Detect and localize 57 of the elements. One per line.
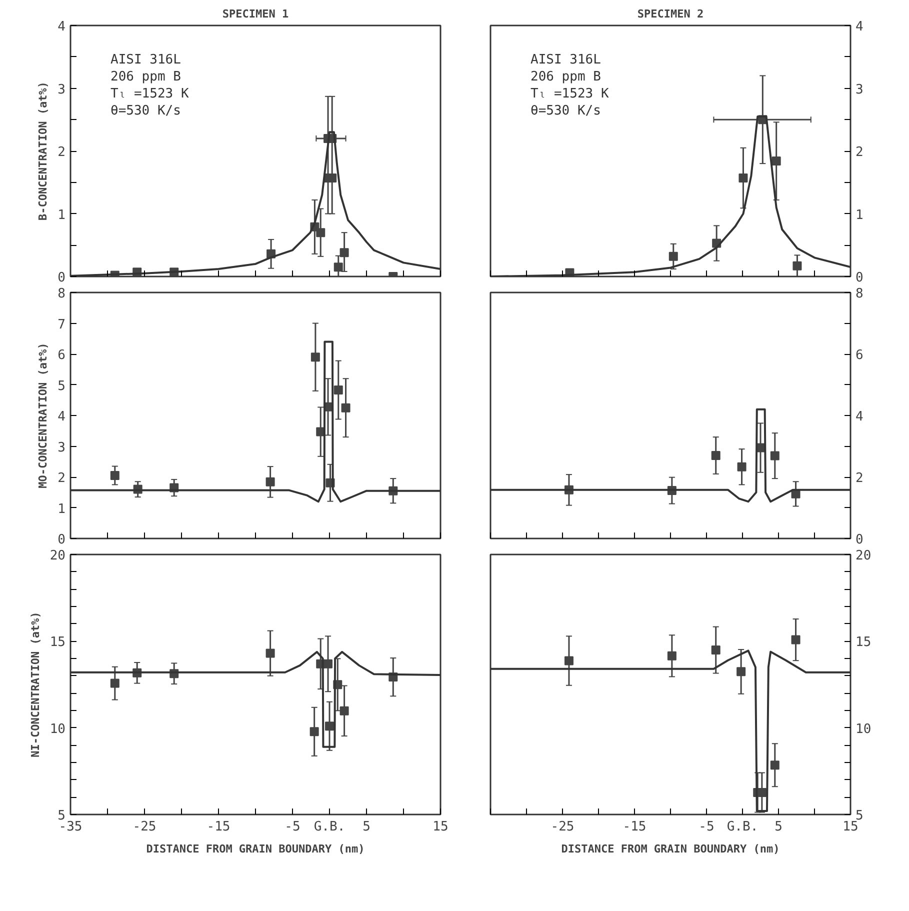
y-tick-label: 8 [856,286,864,302]
y-tick-label: 4 [58,410,66,424]
y-tick-label: 1 [856,208,864,223]
y-tick-label: 6 [856,348,864,363]
y-axis-title: B-CONCENTRATION (at%) [36,81,50,221]
x-tick-label: -15 [622,820,646,834]
annotation: Tₗ =1523 K [110,86,189,102]
y-tick-label: 6 [58,348,66,363]
x-tick-label: -15 [206,820,230,834]
x-tick-label: -5 [698,820,714,834]
y-tick-label: 0 [856,270,864,286]
annotation: 206 ppm B [110,70,182,84]
y-axis-title: MO-CONCENTRATION (at%) [36,342,50,488]
y-tick-label: 8 [58,286,66,302]
y-tick-label: 2 [58,471,66,486]
x-tick-label: -25 [132,820,156,834]
y-tick-label: 1 [58,208,66,223]
x-axis-title: DISTANCE FROM GRAIN BOUNDARY (nm) [146,842,365,856]
y-tick-label: 15 [856,635,872,650]
x-tick-label: -5 [284,820,300,834]
y-tick-label: 0 [58,270,66,286]
chart-title: SPECIMEN 2 [637,8,704,20]
y-tick-label: 10 [856,722,872,737]
annotation: 206 ppm B [530,70,602,84]
y-tick-label: 20 [856,548,872,564]
x-axis-title: DISTANCE FROM GRAIN BOUNDARY (nm) [561,842,780,856]
annotation: AISI 316L [110,52,182,68]
x-tick-label: 15 [432,820,448,834]
y-tick-label: 4 [856,410,864,424]
y-tick-label: 2 [58,145,66,160]
annotation: θ=530 K/s [110,104,181,118]
y-tick-label: 3 [58,440,66,456]
y-tick-label: 1 [58,502,66,517]
y-tick-label: 7 [58,317,66,332]
annotation: AISI 316L [530,52,602,68]
annotation: θ=530 K/s [530,104,601,118]
y-tick-label: 5 [58,378,66,394]
x-tick-label: G.B. [726,820,758,834]
x-tick-label: 5 [774,820,782,834]
x-tick-label: -25 [550,820,574,834]
y-tick-label: 0 [856,532,864,548]
y-tick-label: 3 [856,82,864,98]
y-tick-label: 2 [856,145,864,160]
x-tick-label: 5 [362,820,370,834]
y-tick-label: 10 [50,722,66,737]
y-tick-label: 0 [58,532,66,548]
annotation: Tₗ =1523 K [530,86,609,102]
y-tick-label: 2 [856,471,864,486]
y-tick-label: 20 [50,548,66,564]
x-tick-label: G.B. [314,820,346,834]
y-tick-label: 3 [58,82,66,98]
y-axis-title: NI-CONCENTRATION (at%) [28,612,42,758]
y-tick-label: 4 [58,20,66,34]
y-tick-label: 5 [856,808,864,824]
chart-title: SPECIMEN 1 [222,8,289,20]
y-tick-label: 15 [50,635,66,650]
y-tick-label: 4 [856,20,864,34]
